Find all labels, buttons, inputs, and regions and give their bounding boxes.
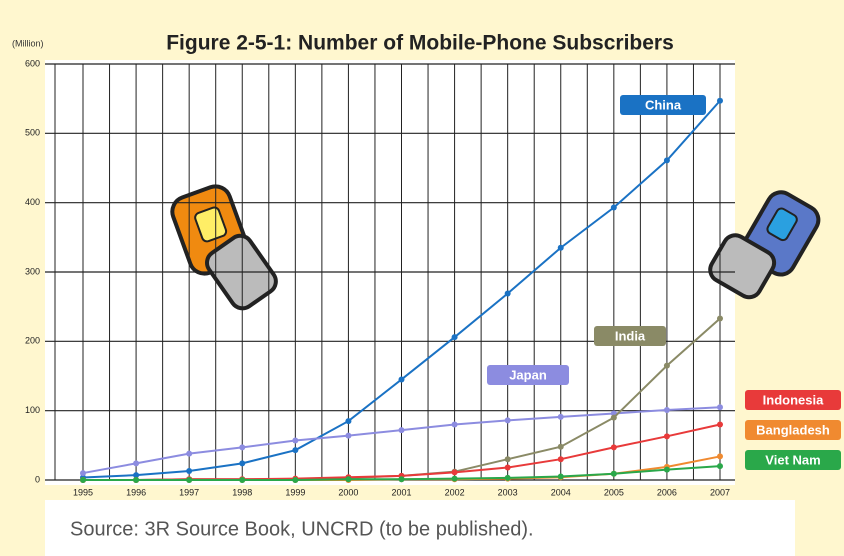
data-point bbox=[557, 413, 564, 420]
data-point bbox=[610, 204, 617, 211]
data-point bbox=[80, 470, 86, 477]
source-note: Source: 3R Source Book, UNCRD (to be pub… bbox=[70, 518, 534, 540]
x-tick-label: 2007 bbox=[710, 487, 730, 497]
data-point bbox=[663, 406, 670, 413]
data-point bbox=[345, 418, 352, 425]
series-label-box bbox=[745, 420, 841, 440]
y-tick-label: 400 bbox=[25, 197, 40, 207]
chart-title: Figure 2-5-1: Number of Mobile-Phone Sub… bbox=[166, 32, 674, 55]
data-point bbox=[610, 444, 617, 451]
series-label: Bangladesh bbox=[756, 422, 830, 437]
data-point bbox=[398, 427, 405, 434]
data-point bbox=[186, 467, 193, 474]
source-area bbox=[45, 500, 795, 556]
x-tick-label: 2004 bbox=[551, 487, 571, 497]
series-label: China bbox=[645, 97, 682, 112]
series-label-box bbox=[745, 390, 841, 410]
data-point bbox=[557, 443, 564, 450]
x-tick-label: 2003 bbox=[498, 487, 518, 497]
x-tick-label: 2006 bbox=[657, 487, 677, 497]
data-point bbox=[80, 477, 86, 483]
data-point bbox=[504, 290, 511, 297]
y-tick-label: 200 bbox=[25, 336, 40, 346]
data-point bbox=[345, 476, 352, 483]
data-point bbox=[133, 477, 140, 483]
data-point bbox=[186, 477, 193, 483]
series-label: India bbox=[615, 328, 646, 343]
data-point bbox=[610, 470, 617, 477]
data-point bbox=[398, 376, 405, 383]
data-point bbox=[717, 463, 723, 470]
y-tick-label: 0 bbox=[35, 474, 40, 484]
data-point bbox=[557, 456, 564, 463]
y-tick-label: 100 bbox=[25, 405, 40, 415]
x-tick-label: 1997 bbox=[179, 487, 199, 497]
series-label: Japan bbox=[509, 367, 547, 382]
x-tick-label: 2005 bbox=[604, 487, 624, 497]
series-label-box bbox=[745, 450, 841, 470]
data-point bbox=[504, 474, 511, 481]
data-point bbox=[610, 414, 617, 421]
data-point bbox=[663, 466, 670, 473]
data-point bbox=[451, 475, 458, 482]
data-point bbox=[717, 421, 723, 428]
data-point bbox=[504, 456, 511, 463]
data-point bbox=[504, 464, 511, 471]
data-point bbox=[292, 437, 299, 444]
data-point bbox=[239, 444, 246, 451]
data-point bbox=[398, 476, 405, 483]
data-point bbox=[557, 244, 564, 251]
data-point bbox=[292, 447, 299, 454]
data-point bbox=[239, 477, 246, 483]
data-point bbox=[133, 460, 140, 467]
x-tick-label: 1996 bbox=[126, 487, 146, 497]
data-point bbox=[133, 472, 140, 479]
x-tick-label: 2000 bbox=[338, 487, 358, 497]
x-tick-label: 2001 bbox=[391, 487, 411, 497]
x-tick-label: 1999 bbox=[285, 487, 305, 497]
data-point bbox=[186, 450, 193, 457]
data-point bbox=[717, 97, 723, 104]
y-tick-label: 500 bbox=[25, 128, 40, 138]
x-tick-label: 2002 bbox=[445, 487, 465, 497]
x-tick-label: 1995 bbox=[73, 487, 93, 497]
data-point bbox=[717, 453, 723, 460]
data-point bbox=[451, 421, 458, 428]
y-tick-label: 300 bbox=[25, 266, 40, 276]
data-point bbox=[451, 469, 458, 476]
phone-right bbox=[708, 190, 821, 300]
x-tick-label: 1998 bbox=[232, 487, 252, 497]
series-label-box bbox=[487, 365, 569, 385]
data-point bbox=[663, 433, 670, 440]
series-label-box bbox=[620, 95, 706, 115]
data-point bbox=[504, 417, 511, 424]
data-point bbox=[239, 460, 246, 467]
data-point bbox=[663, 362, 670, 369]
phone-left bbox=[170, 184, 278, 311]
series-label: Viet Nam bbox=[765, 452, 820, 467]
data-point bbox=[663, 157, 670, 164]
data-point bbox=[345, 432, 352, 439]
y-tick-label: 600 bbox=[25, 58, 40, 68]
series-label: Indonesia bbox=[763, 392, 824, 407]
series-label-box bbox=[594, 326, 666, 346]
y-axis-label: (Million) bbox=[12, 38, 44, 48]
data-point bbox=[557, 473, 564, 480]
data-point bbox=[292, 477, 299, 483]
data-point bbox=[451, 334, 458, 341]
data-point bbox=[717, 315, 723, 322]
data-point bbox=[717, 404, 723, 411]
